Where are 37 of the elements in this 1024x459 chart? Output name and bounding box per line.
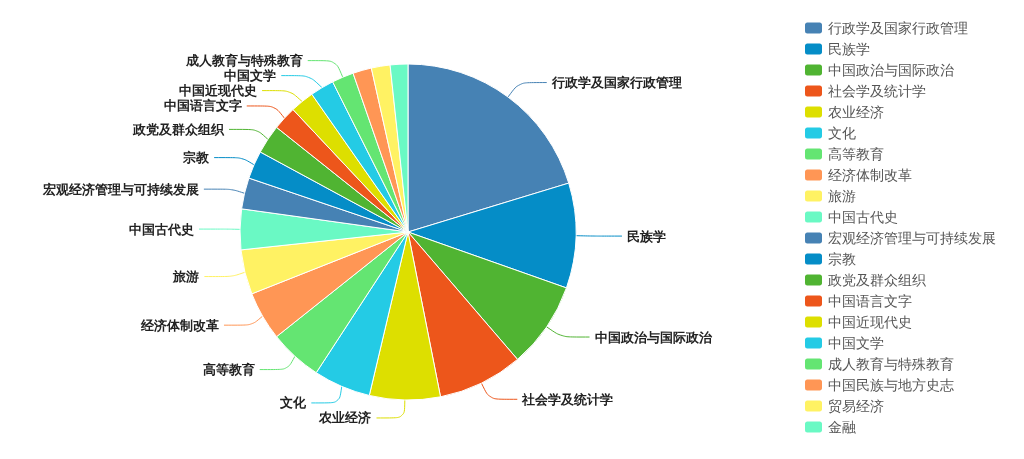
slice-label: 宗教 <box>182 150 211 166</box>
legend-label: 高等教育 <box>828 146 884 162</box>
legend-label: 中国文学 <box>828 335 884 351</box>
slice-label: 中国语言文字 <box>163 98 242 114</box>
legend-label: 农业经济 <box>828 104 884 120</box>
slice-label: 中国古代史 <box>129 221 195 237</box>
legend-label: 社会学及统计学 <box>828 83 926 99</box>
slice-label: 农业经济 <box>318 410 372 426</box>
legend-label: 中国近现代史 <box>828 314 912 330</box>
slice-label: 成人教育与特殊教育 <box>184 53 303 69</box>
slice-label: 中国政治与国际政治 <box>594 329 713 345</box>
legend-label: 行政学及国家行政管理 <box>828 20 968 36</box>
legend-label: 文化 <box>828 125 856 141</box>
legend-label: 宏观经济管理与可持续发展 <box>828 230 996 246</box>
legend-label: 政党及群众组织 <box>828 272 926 288</box>
slice-label: 中国文学 <box>224 68 277 84</box>
legend-label: 经济体制改革 <box>828 167 912 183</box>
legend-label: 民族学 <box>828 41 870 57</box>
slice-label: 高等教育 <box>202 362 255 378</box>
legend-label: 中国古代史 <box>828 209 898 225</box>
legend-label: 贸易经济 <box>828 398 884 414</box>
legend-label: 中国政治与国际政治 <box>828 62 954 78</box>
slice-label: 经济体制改革 <box>139 317 219 333</box>
slice-label: 行政学及国家行政管理 <box>550 75 682 91</box>
slice-label: 宏观经济管理与可持续发展 <box>41 181 199 197</box>
slice-label: 文化 <box>279 395 308 411</box>
slice-label: 政党及群众组织 <box>132 121 225 137</box>
legend-label: 旅游 <box>828 188 856 204</box>
slice-label: 民族学 <box>626 228 666 244</box>
legend-label: 金融 <box>828 419 856 435</box>
slice-label: 旅游 <box>172 269 200 285</box>
legend-label: 宗教 <box>828 251 856 267</box>
slice-label: 中国近现代史 <box>179 83 258 99</box>
legend-label: 中国语言文字 <box>828 293 912 309</box>
slice-label: 社会学及统计学 <box>521 391 614 407</box>
legend-label: 成人教育与特殊教育 <box>828 356 954 372</box>
legend-label: 中国民族与地方史志 <box>828 377 954 393</box>
